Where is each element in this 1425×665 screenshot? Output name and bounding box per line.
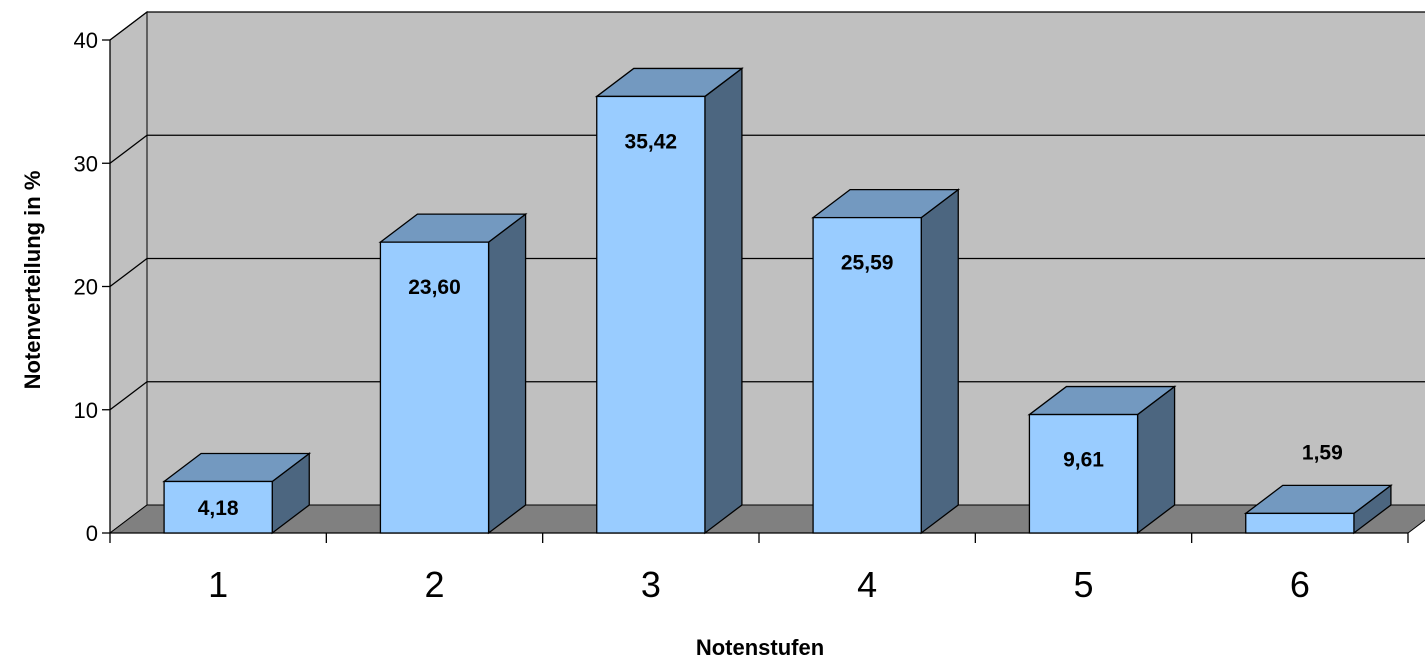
bar (378, 212, 528, 535)
bar (1027, 385, 1177, 535)
gridline (109, 134, 1425, 164)
gridline (109, 11, 1425, 41)
bar-front (596, 95, 706, 534)
gridlines (109, 11, 1425, 411)
x-tick-label: 4 (857, 564, 877, 605)
bar-side (487, 212, 527, 535)
bar (811, 188, 961, 535)
x-tick-label: 6 (1290, 564, 1310, 605)
bar-front (1028, 413, 1139, 534)
gridline (109, 257, 1425, 288)
bar-front (812, 216, 922, 534)
y-tick-label: 10 (74, 398, 98, 423)
bars (162, 67, 1393, 535)
y-tick-label: 40 (74, 28, 98, 53)
x-tick-label: 2 (424, 564, 444, 605)
bar-front (379, 241, 490, 534)
data-label: 23,60 (408, 276, 461, 299)
y-tick-label: 30 (74, 151, 98, 176)
x-tick-label: 1 (208, 564, 228, 605)
data-label: 1,59 (1302, 441, 1343, 464)
bar-front (163, 480, 273, 534)
floor (108, 504, 1425, 534)
gridline (109, 381, 1425, 411)
data-labels: 4,18 23,60 35,42 25,59 9,61 1,59 (198, 130, 1343, 520)
data-label: 35,42 (625, 130, 678, 153)
x-axis-title: Notenstufen (696, 635, 824, 660)
bar-front (1245, 512, 1355, 534)
y-axis-title: Notenverteilung in % (20, 171, 45, 390)
y-tick-label: 20 (74, 275, 98, 300)
bar (1243, 484, 1393, 535)
axes: 0 10 20 30 40 1 2 3 4 5 6 (74, 28, 1409, 605)
data-label: 9,61 (1063, 449, 1104, 472)
y-tick-label: 0 (86, 521, 98, 546)
bar-side (920, 188, 959, 535)
x-tick-label: 3 (641, 564, 661, 605)
bar (594, 67, 744, 535)
bar-side (704, 67, 743, 535)
data-label: 25,59 (841, 252, 894, 275)
data-label: 4,18 (198, 497, 239, 520)
bar (162, 452, 312, 535)
x-tick-label: 5 (1073, 564, 1093, 605)
